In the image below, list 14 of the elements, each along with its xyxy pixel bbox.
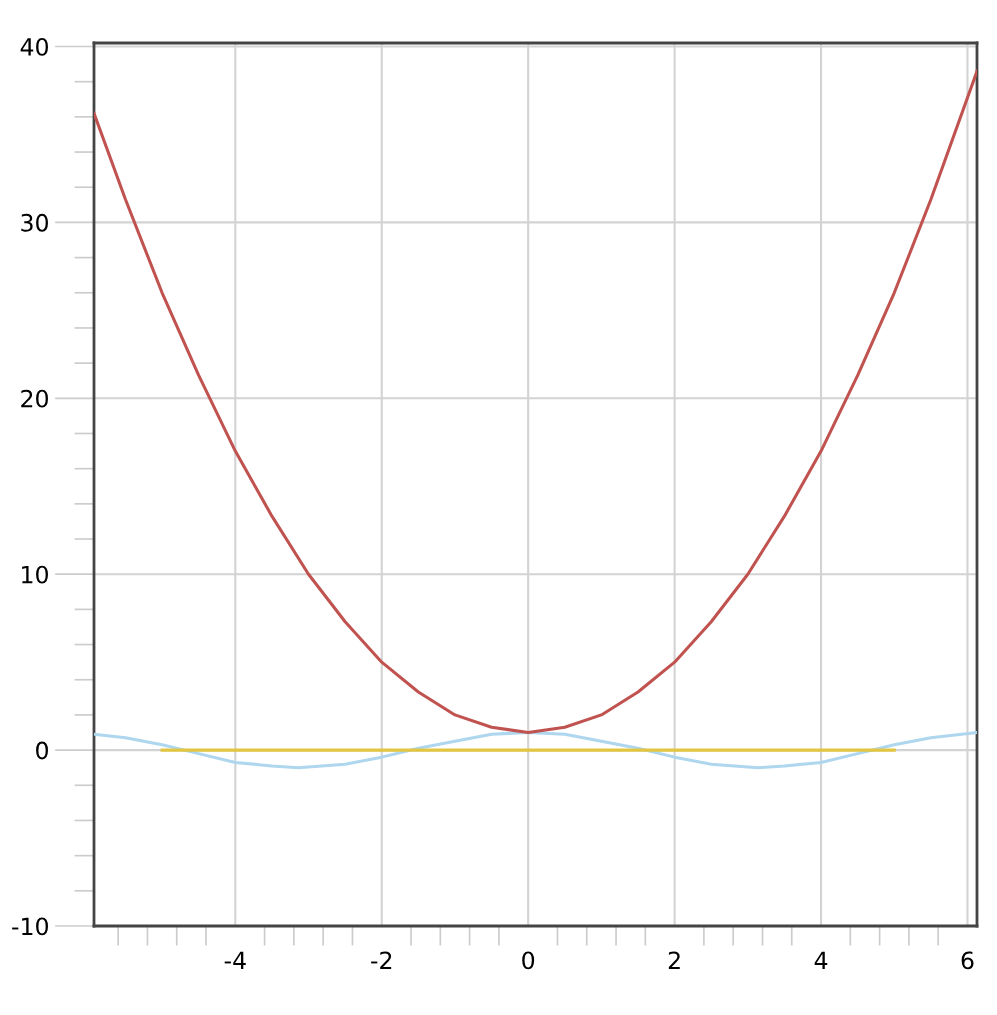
y-tick-label: 40 [20,37,48,56]
y-tick-label: 20 [21,389,48,408]
x-tick-label: -2 [371,951,392,969]
x-tick-label: 2 [668,951,680,969]
y-tick-label: 0 [36,741,48,760]
x-tick-label: 4 [814,951,828,969]
x-tick-label: 6 [961,951,974,970]
line-series [94,69,977,735]
x-tick-label: -4 [224,951,246,969]
y-tick-label: 10 [22,565,48,584]
y-tick-label: -10 [12,917,48,936]
line-series [94,730,977,770]
x-tick-label: 0 [522,951,535,970]
y-tick-label: 30 [21,213,48,232]
